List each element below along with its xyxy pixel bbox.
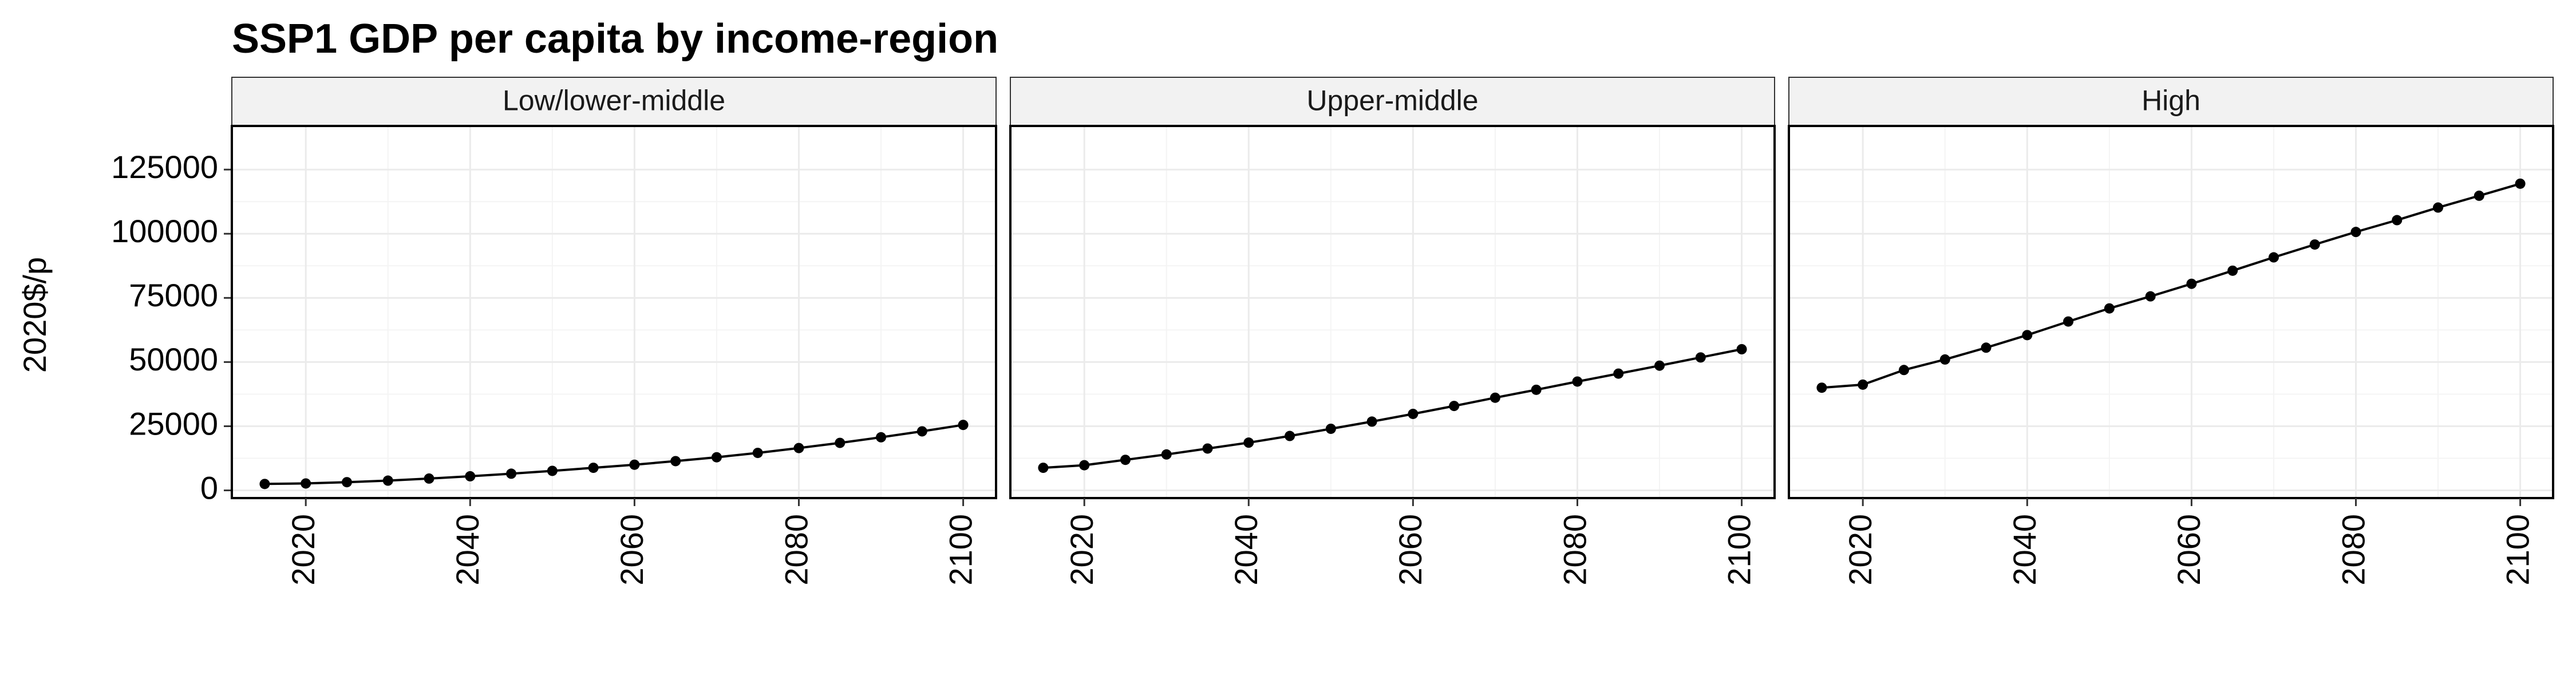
data-point: [1490, 392, 1500, 403]
data-point: [2186, 278, 2197, 289]
data-point: [958, 420, 969, 431]
data-point: [916, 426, 927, 437]
x-tick-label: 2060: [1392, 514, 1428, 586]
x-tick-label: 2060: [2171, 514, 2207, 586]
data-point: [1736, 344, 1747, 354]
x-tick-label: 2080: [2335, 514, 2371, 586]
data-point: [835, 437, 846, 448]
data-point: [1038, 463, 1049, 473]
x-tick-label: 2080: [1556, 514, 1593, 586]
data-point: [588, 463, 599, 473]
data-point: [301, 478, 311, 489]
x-tick-label: 2080: [778, 514, 814, 586]
data-point: [2022, 330, 2033, 341]
x-tick-label: 2100: [942, 514, 978, 586]
x-tick-label: 2040: [449, 514, 485, 586]
x-tick-label: 2020: [1064, 514, 1100, 586]
data-point: [1531, 384, 1542, 395]
data-point: [2104, 303, 2115, 314]
x-tick-label: 2020: [1842, 514, 1878, 586]
series-line: [1822, 182, 2521, 389]
series-line: [264, 424, 963, 485]
y-tick-label: 125000: [111, 149, 218, 185]
data-point: [2392, 215, 2403, 226]
y-tick-label: 75000: [129, 277, 218, 313]
data-point: [2350, 227, 2361, 238]
data-point: [2063, 316, 2074, 327]
data-point: [506, 468, 517, 479]
data-point: [1120, 455, 1131, 465]
x-tick-label: 2040: [2006, 514, 2042, 586]
data-point: [793, 443, 804, 453]
y-tick-label: 100000: [111, 213, 218, 249]
data-point: [1285, 431, 1295, 441]
data-point: [1981, 342, 1992, 353]
data-point: [424, 473, 434, 484]
panel-border: [231, 125, 997, 499]
facet-strip-label: Upper-middle: [1306, 85, 1478, 117]
chart-title: SSP1 GDP per capita by income-region: [232, 16, 998, 62]
data-point: [2515, 178, 2526, 189]
data-point: [876, 432, 887, 443]
data-point: [629, 459, 640, 470]
x-tick-label: 2100: [2499, 514, 2535, 586]
data-point: [2474, 190, 2484, 201]
panel-border: [1788, 125, 2554, 499]
facet-strip: [1788, 77, 2554, 127]
data-point: [1079, 460, 1090, 471]
x-tick-label: 2020: [285, 514, 321, 586]
x-tick-label: 2060: [614, 514, 650, 586]
data-point: [2145, 291, 2156, 302]
data-point: [1816, 382, 1827, 393]
y-tick-label: 0: [200, 469, 218, 506]
data-point: [1898, 365, 1909, 376]
panel-background: [1010, 126, 1775, 498]
data-point: [382, 475, 393, 486]
data-point: [1572, 376, 1583, 387]
data-point: [670, 456, 681, 467]
x-tick-label: 2100: [1721, 514, 1757, 586]
data-point: [1408, 408, 1419, 419]
data-point: [1858, 379, 1868, 390]
data-point: [2433, 202, 2444, 213]
facet-strip-label: Low/lower-middle: [503, 85, 725, 117]
plot-area: 0 25000 50000 75000 100000 125000 Low/lower-mi…: [111, 77, 2554, 586]
panel-border: [1009, 125, 1776, 499]
data-point: [1202, 443, 1213, 454]
y-axis-label: 2020$/p: [17, 257, 53, 373]
data-point: [341, 477, 352, 488]
data-point: [465, 471, 476, 481]
panel-background: [1789, 126, 2553, 498]
data-point: [1695, 352, 1706, 363]
data-point: [752, 448, 763, 459]
x-tick-label: 2040: [1228, 514, 1264, 586]
data-point: [1654, 360, 1665, 371]
panel-background: [232, 126, 996, 498]
data-point: [1243, 437, 1254, 448]
data-point: [259, 479, 270, 489]
series-line: [1043, 348, 1742, 469]
data-point: [711, 452, 722, 463]
data-point: [1366, 416, 1377, 427]
data-point: [2309, 239, 2320, 250]
data-point: [547, 465, 558, 476]
data-point: [1161, 449, 1172, 460]
facet-strip-label: High: [2142, 85, 2200, 117]
data-point: [1613, 368, 1624, 379]
data-point: [1939, 354, 1950, 365]
data-point: [2268, 252, 2279, 263]
data-point: [1325, 423, 1336, 434]
data-point: [1449, 401, 1460, 412]
y-tick-label: 25000: [129, 405, 218, 441]
y-tick-label: 50000: [129, 341, 218, 377]
data-point: [2227, 265, 2238, 276]
